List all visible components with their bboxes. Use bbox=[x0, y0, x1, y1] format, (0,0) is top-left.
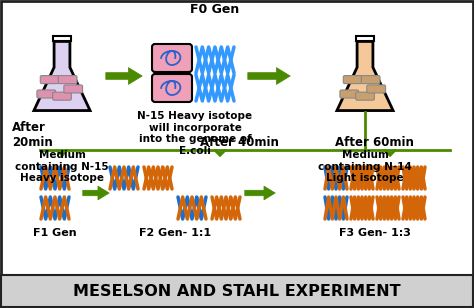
Text: After
20min: After 20min bbox=[12, 121, 53, 149]
FancyBboxPatch shape bbox=[37, 90, 55, 98]
Text: MESELSON AND STAHL EXPERIMENT: MESELSON AND STAHL EXPERIMENT bbox=[73, 283, 401, 298]
Text: Medium
containing N-14
Light isotope: Medium containing N-14 Light isotope bbox=[318, 150, 412, 183]
Polygon shape bbox=[337, 42, 393, 111]
FancyBboxPatch shape bbox=[361, 75, 380, 83]
FancyBboxPatch shape bbox=[40, 75, 59, 83]
Text: F0 Gen: F0 Gen bbox=[191, 3, 240, 16]
Text: Medium
containing N-15
Heavy isotope: Medium containing N-15 Heavy isotope bbox=[15, 150, 109, 183]
FancyBboxPatch shape bbox=[356, 92, 374, 100]
FancyBboxPatch shape bbox=[152, 44, 192, 72]
FancyBboxPatch shape bbox=[343, 75, 362, 83]
FancyBboxPatch shape bbox=[367, 85, 385, 93]
Bar bbox=[53, 36, 71, 42]
FancyBboxPatch shape bbox=[152, 74, 192, 102]
FancyBboxPatch shape bbox=[64, 85, 82, 93]
FancyBboxPatch shape bbox=[53, 92, 72, 100]
Text: F3 Gen- 1:3: F3 Gen- 1:3 bbox=[339, 228, 411, 238]
Text: After 40min: After 40min bbox=[200, 136, 279, 149]
FancyBboxPatch shape bbox=[58, 75, 77, 83]
Bar bbox=[1, 275, 473, 307]
Text: F2 Gen- 1:1: F2 Gen- 1:1 bbox=[139, 228, 211, 238]
Bar bbox=[356, 36, 374, 42]
Text: After 60min: After 60min bbox=[335, 136, 414, 149]
Polygon shape bbox=[34, 42, 90, 111]
Text: N-15 Heavy isotope
will incorporate
into the genome of
E.coli: N-15 Heavy isotope will incorporate into… bbox=[137, 111, 253, 156]
Text: F1 Gen: F1 Gen bbox=[33, 228, 77, 238]
FancyBboxPatch shape bbox=[340, 90, 359, 98]
